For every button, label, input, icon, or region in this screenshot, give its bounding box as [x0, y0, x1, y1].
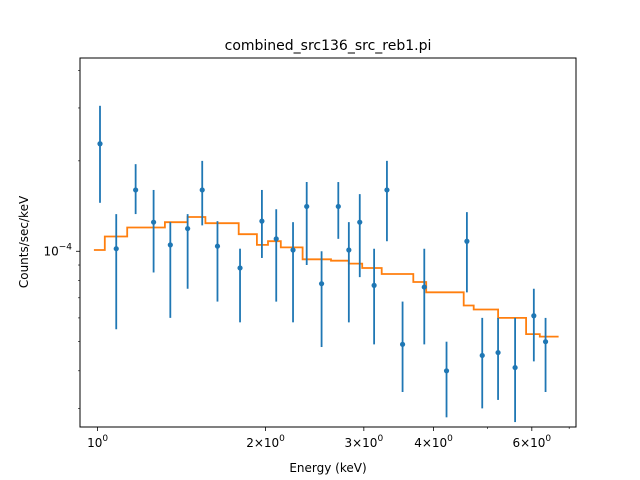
y-axis-label: Counts/sec/keV — [17, 195, 31, 288]
data-point — [346, 222, 352, 323]
plot-area — [80, 58, 576, 427]
plot-frame — [79, 57, 577, 428]
data-marker — [371, 282, 377, 288]
x-tick-label: 2×100 — [246, 434, 285, 450]
data-marker — [113, 246, 119, 252]
data-marker — [237, 265, 243, 271]
data-marker — [464, 238, 470, 244]
data-point — [133, 164, 139, 215]
y-tick-label: 10−4 — [43, 242, 72, 258]
data-marker — [167, 242, 173, 248]
x-tick-label: 6×100 — [512, 434, 551, 450]
data-marker — [304, 203, 310, 210]
data-marker — [357, 219, 363, 225]
data-marker — [97, 141, 103, 147]
data-point — [214, 221, 221, 302]
data-marker — [133, 187, 139, 193]
y-axis-ticks: 10−4 — [43, 70, 80, 409]
data-point — [421, 248, 427, 345]
data-point — [290, 222, 296, 323]
data-point — [479, 317, 485, 409]
data-series — [97, 105, 549, 423]
data-marker — [542, 339, 549, 345]
data-point — [512, 317, 518, 423]
data-marker — [384, 187, 390, 193]
data-marker — [214, 243, 221, 249]
data-point — [399, 301, 406, 393]
data-marker — [199, 187, 205, 193]
data-marker — [259, 218, 265, 224]
data-point — [318, 251, 325, 348]
data-point — [531, 288, 537, 362]
data-point — [273, 209, 279, 302]
data-point — [357, 194, 363, 278]
data-marker — [290, 247, 296, 253]
data-marker — [150, 219, 157, 225]
data-point — [199, 160, 205, 226]
x-tick-label: 100 — [87, 434, 108, 450]
data-marker — [421, 284, 427, 290]
x-axis-label: Energy (keV) — [289, 461, 366, 475]
data-point — [150, 189, 157, 273]
chart-title: combined_src136_src_reb1.pi — [225, 38, 432, 54]
data-marker — [335, 203, 341, 210]
x-tick-label: 3×100 — [344, 434, 383, 450]
data-point — [97, 105, 103, 203]
data-point — [335, 182, 341, 239]
data-marker — [399, 341, 406, 347]
data-point — [542, 317, 549, 393]
data-point — [464, 212, 470, 293]
data-point — [167, 222, 173, 318]
data-marker — [479, 352, 485, 359]
data-point — [443, 341, 450, 418]
data-point — [237, 248, 243, 323]
data-marker — [346, 247, 352, 253]
data-point — [495, 317, 501, 400]
data-marker — [318, 281, 325, 287]
x-axis-ticks: 100 2×100 3×100 4×100 6×100 — [87, 427, 570, 450]
data-marker — [273, 236, 279, 242]
data-point — [304, 182, 310, 266]
data-marker — [185, 225, 191, 232]
data-point — [113, 214, 119, 330]
data-marker — [495, 349, 501, 356]
x-tick-label: 4×100 — [414, 434, 453, 450]
data-point — [185, 214, 191, 289]
data-marker — [443, 368, 450, 374]
data-point — [384, 160, 390, 242]
data-marker — [512, 364, 518, 371]
data-point — [371, 248, 377, 345]
data-marker — [531, 313, 537, 319]
data-point — [259, 189, 265, 258]
